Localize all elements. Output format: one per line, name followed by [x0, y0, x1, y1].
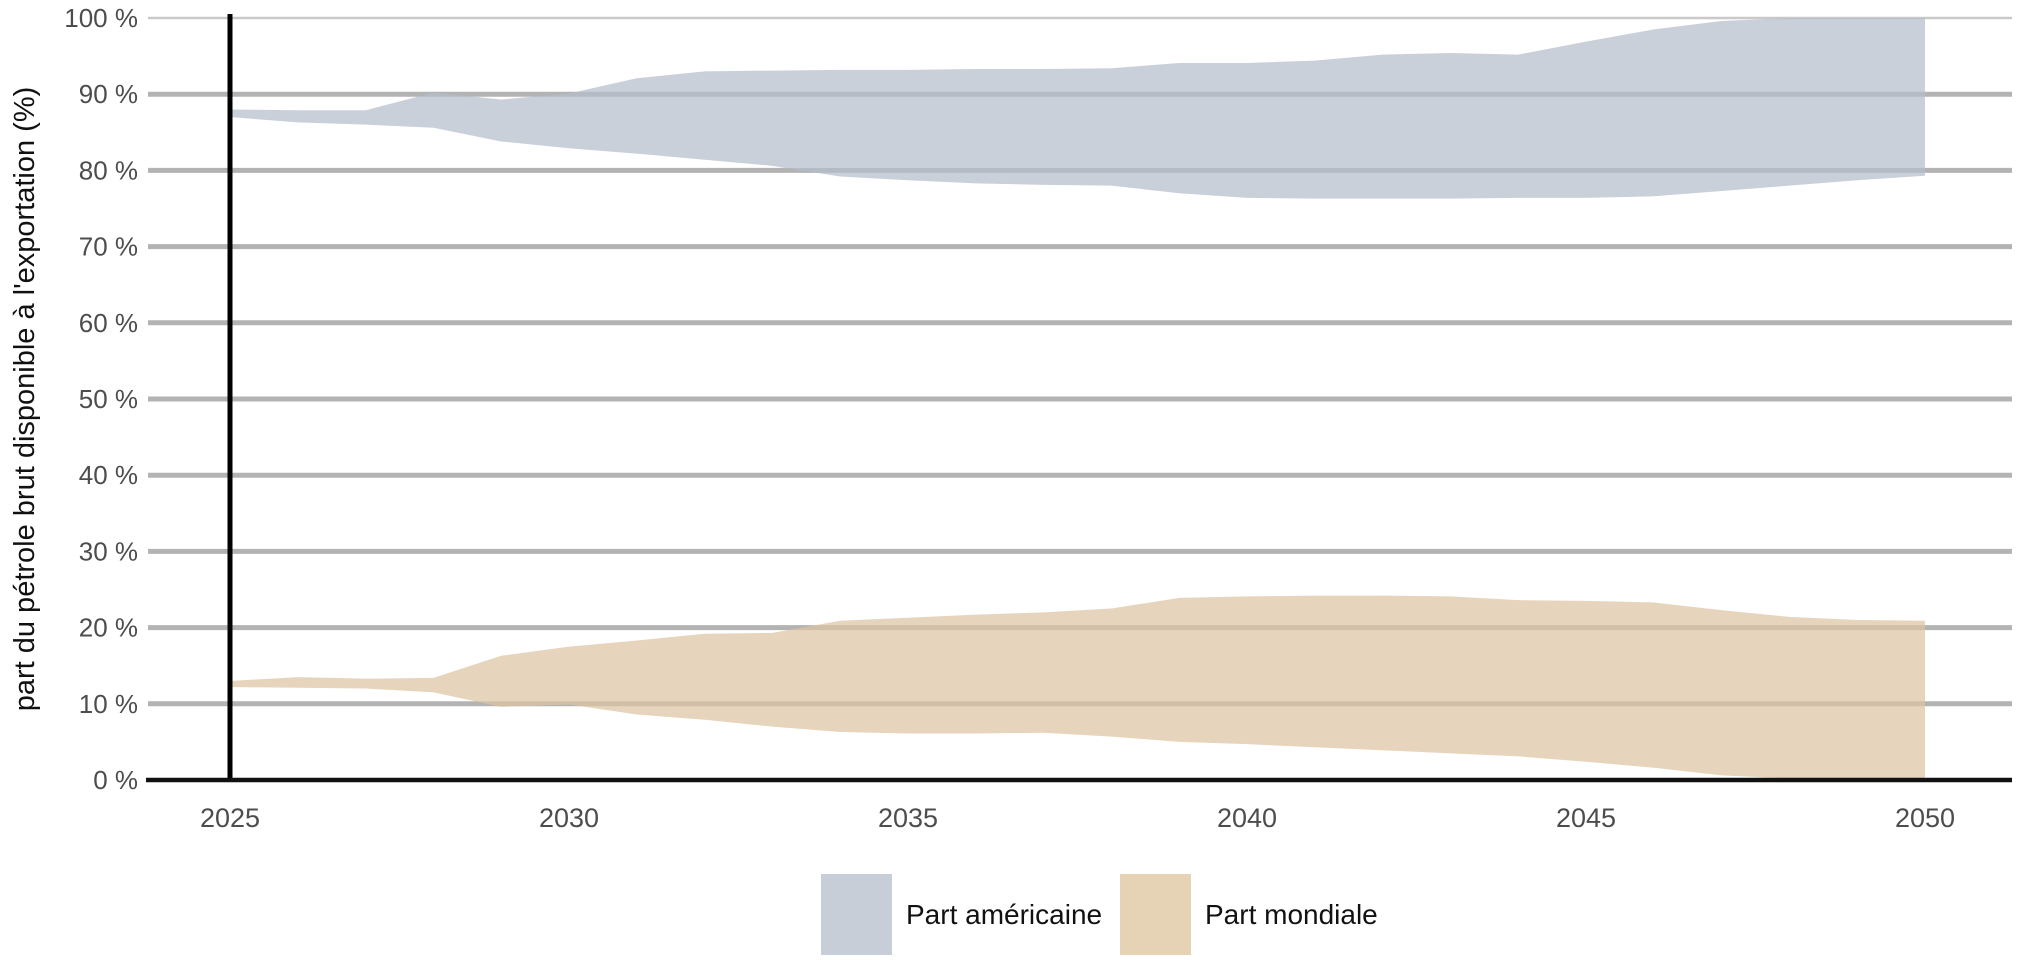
y-tick-label-50: 50 % — [79, 384, 138, 414]
tick-labels: 0 % 10 % 20 % 30 % 40 % 50 % 60 % 70 % 80 % 90 % 1… — [64, 3, 1955, 833]
legend-entry: Part mondiale — [1120, 874, 1378, 955]
x-tick-label-2050: 2050 — [1895, 803, 1955, 833]
x-tick-label-2030: 2030 — [539, 803, 599, 833]
y-tick-label-90: 90 % — [79, 79, 138, 109]
legend-swatch-part-mondiale — [1120, 874, 1191, 955]
legend-label-part-mondiale: Part mondiale — [1205, 899, 1378, 930]
legend-entry: Part américaine — [821, 874, 1102, 955]
y-tick-label-60: 60 % — [79, 308, 138, 338]
x-tick-label-2025: 2025 — [200, 803, 260, 833]
x-tick-label-2040: 2040 — [1217, 803, 1277, 833]
data-bands — [230, 18, 1925, 780]
band-part-mondiale — [230, 595, 1925, 780]
band-part-americaine — [230, 18, 1925, 199]
legend-swatch-part-americaine — [821, 874, 892, 955]
x-tick-label-2035: 2035 — [878, 803, 938, 833]
y-tick-label-0: 0 % — [93, 765, 138, 795]
y-axis-title: part du pétrole brut disponible à l'expo… — [9, 87, 41, 712]
y-tick-label-70: 70 % — [79, 232, 138, 262]
y-tick-label-100: 100 % — [64, 3, 138, 33]
legend: Part américaine Part mondiale — [821, 874, 1378, 955]
legend-label-part-americaine: Part américaine — [906, 899, 1102, 930]
y-tick-label-40: 40 % — [79, 460, 138, 490]
y-tick-label-30: 30 % — [79, 536, 138, 566]
y-tick-label-20: 20 % — [79, 613, 138, 643]
y-tick-label-10: 10 % — [79, 689, 138, 719]
x-tick-label-2045: 2045 — [1556, 803, 1616, 833]
y-tick-label-80: 80 % — [79, 155, 138, 185]
